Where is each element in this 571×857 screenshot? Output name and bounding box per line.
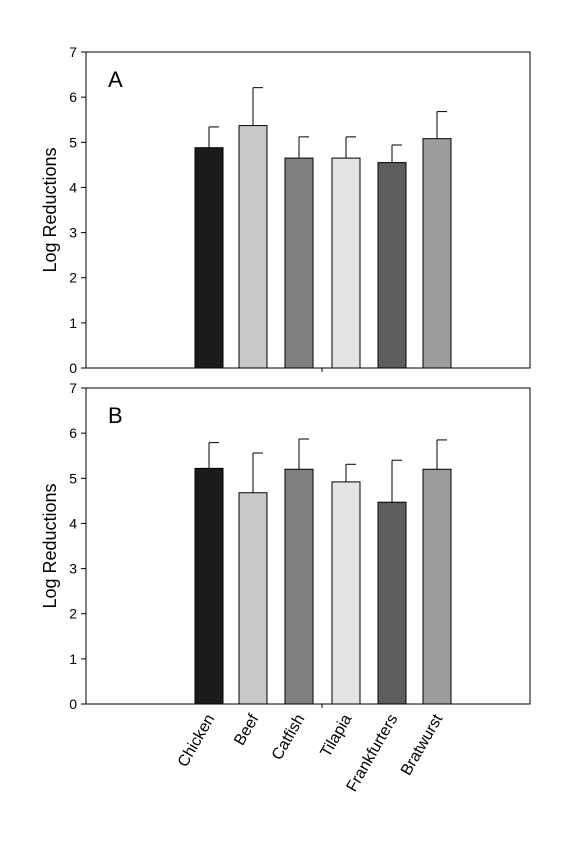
y-tick-label: 3: [69, 225, 77, 241]
bar-tilapia: [331, 157, 361, 369]
y-tick-label: 0: [69, 360, 77, 376]
bar-frankfurters: [377, 501, 407, 705]
category-label: Beef: [231, 711, 262, 748]
y-tick-label: 6: [69, 89, 77, 105]
y-tick-label: 0: [69, 696, 77, 712]
bar-bratwurst: [422, 138, 452, 369]
bar-chicken: [194, 467, 224, 705]
y-tick-label: 7: [69, 380, 77, 396]
y-tick-label: 1: [69, 315, 77, 331]
y-tick-label: 4: [69, 179, 77, 195]
y-axis-title: Log Reductions: [40, 483, 60, 608]
y-tick-label: 2: [69, 606, 77, 622]
panel-a: 0 1 2 3 4 5 6 7 Log Reductions A: [40, 44, 531, 376]
bar-beef: [238, 125, 268, 369]
bar-tilapia: [331, 481, 361, 705]
panel-letter: B: [108, 403, 123, 428]
category-label: Chicken: [175, 712, 219, 771]
y-axis-title: Log Reductions: [40, 147, 60, 272]
bar-bratwurst: [422, 468, 452, 705]
bar-chicken: [194, 147, 224, 369]
y-tick-label: 3: [69, 561, 77, 577]
category-label: Tilapia: [317, 711, 355, 760]
y-tick-label: 5: [69, 134, 77, 150]
y-tick-label: 2: [69, 270, 77, 286]
y-tick-label: 6: [69, 425, 77, 441]
y-tick-label: 7: [69, 44, 77, 60]
category-label: Bratwurst: [398, 711, 447, 778]
y-tick-label: 4: [69, 515, 77, 531]
bar-beef: [238, 492, 268, 705]
category-label: Catfish: [269, 712, 309, 764]
y-tick-label: 1: [69, 651, 77, 667]
bar-catfish: [284, 157, 314, 369]
y-tick-label: 5: [69, 470, 77, 486]
bar-frankfurters: [377, 162, 407, 369]
panel-b: 0 1 2 3 4 5 6 7 Log Reductions B Chicken Beef Catfis…: [40, 380, 531, 795]
panel-letter: A: [108, 67, 123, 92]
bar-catfish: [284, 468, 314, 705]
